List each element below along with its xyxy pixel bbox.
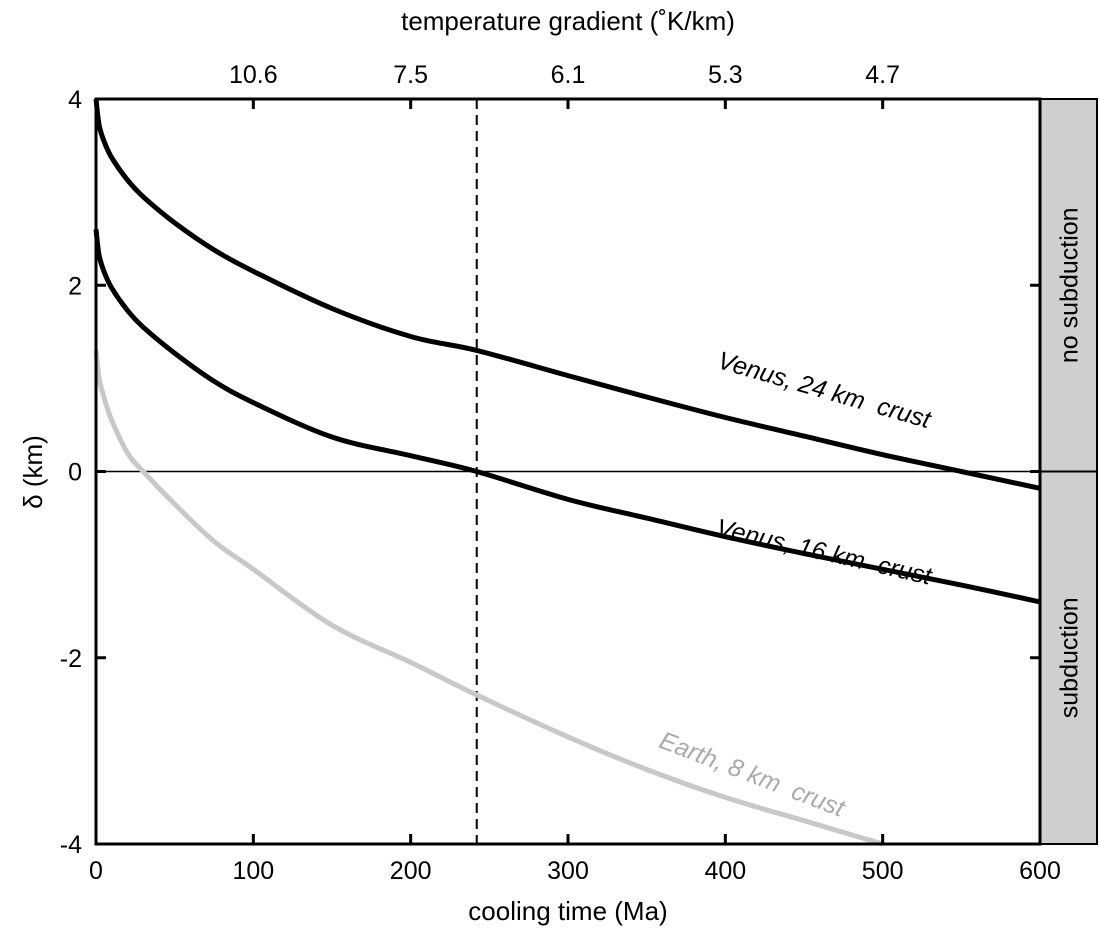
ticks — [94, 97, 1042, 846]
series-line-earth-8km — [93, 350, 884, 847]
x-axis-title: cooling time (Ma) — [468, 896, 667, 926]
x-tick-label: 0 — [89, 857, 103, 885]
x-tick-label: 500 — [862, 857, 904, 885]
series-line-venus-16km — [93, 229, 1041, 605]
side-panel-label-1: subduction — [1056, 597, 1084, 718]
tick-labels: 0 100 200 300 400 500 600 10.6 7.5 6.1 5.3 4.7 -4 -2 0… — [60, 61, 1061, 885]
y-tick-label: 0 — [68, 459, 82, 487]
reference-lines — [96, 99, 1040, 844]
y-tick-label: -2 — [60, 645, 82, 673]
series-lines — [93, 98, 1041, 847]
side-panel-0 — [1039, 98, 1098, 473]
y-tick-label: -4 — [60, 831, 82, 859]
top-tick-label: 6.1 — [551, 61, 586, 89]
x-tick-label: 600 — [1019, 857, 1061, 885]
series-label-venus-16km: Venus, 16 km crust — [713, 514, 935, 591]
side-panel-label-0: no subduction — [1056, 207, 1084, 363]
top-tick-label: 7.5 — [393, 61, 428, 89]
x-tick-label: 300 — [547, 857, 589, 885]
series-label-earth-8km: Earth, 8 km crust — [655, 726, 849, 823]
top-tick-label: 10.6 — [229, 61, 278, 89]
top-tick-label: 5.3 — [708, 61, 743, 89]
top-axis-title: temperature gradient (˚K/km) — [401, 6, 735, 36]
x-tick-label: 400 — [704, 857, 746, 885]
x-tick-label: 100 — [232, 857, 274, 885]
y-axis-title: δ (km) — [18, 435, 48, 509]
y-tick-label: 4 — [68, 86, 82, 114]
top-tick-label: 4.7 — [865, 61, 900, 89]
y-tick-label: 2 — [68, 272, 82, 300]
side-panel-1 — [1039, 470, 1098, 845]
series-line-venus-24km — [93, 98, 1041, 491]
side-panels: no subduction subduction — [1039, 98, 1098, 845]
x-tick-label: 200 — [390, 857, 432, 885]
